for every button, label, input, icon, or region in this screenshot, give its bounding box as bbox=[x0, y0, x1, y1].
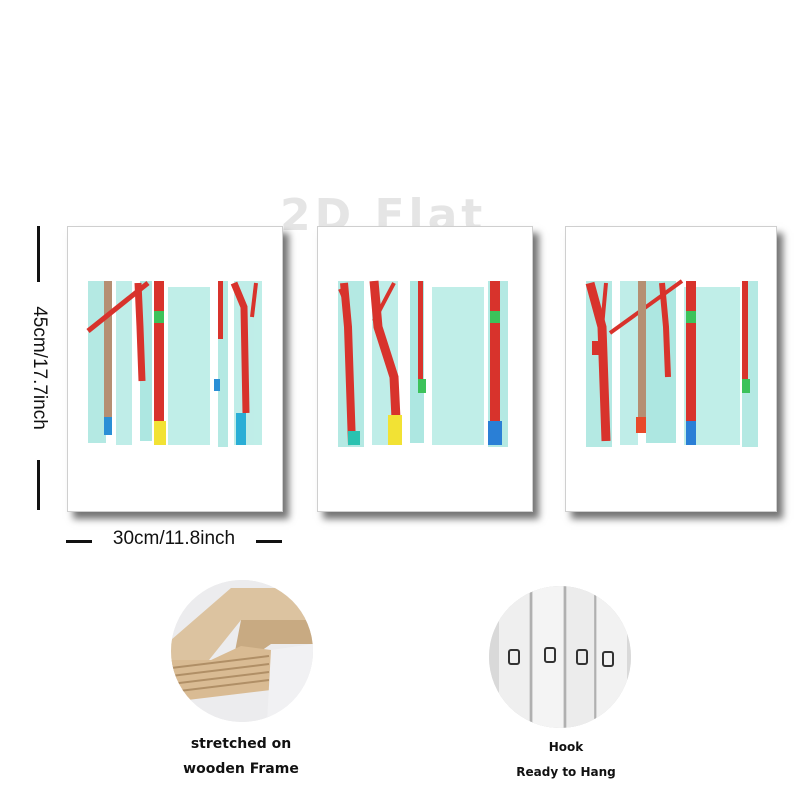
width-dimension-label: 30cm/11.8inch bbox=[112, 528, 236, 549]
width-dimension-line-right bbox=[256, 540, 282, 543]
width-dimension-line-left bbox=[66, 540, 92, 543]
watercolor-artwork-left bbox=[86, 281, 262, 447]
hook-caption-line-1: Hook bbox=[548, 740, 584, 754]
height-dimension-line-bottom bbox=[37, 460, 40, 510]
hook-caption-line-2: Ready to Hang bbox=[516, 765, 616, 779]
wooden-frame-photo bbox=[171, 580, 313, 722]
hook-caption: Hook Ready to Hang bbox=[516, 735, 616, 785]
wooden-frame-caption-line-1: stretched on bbox=[190, 736, 292, 752]
canvas-panel-center bbox=[317, 226, 533, 512]
hook-photo bbox=[489, 586, 631, 728]
canvas-panel-left bbox=[67, 226, 283, 512]
watercolor-artwork-right bbox=[585, 279, 758, 447]
canvas-panel-right bbox=[565, 226, 777, 512]
watercolor-artwork-center bbox=[338, 280, 508, 447]
height-dimension: 45cm/17.7inch bbox=[22, 226, 54, 510]
width-dimension: 30cm/11.8inch bbox=[66, 528, 282, 554]
wooden-frame-caption: stretched on wooden Frame bbox=[183, 732, 299, 782]
height-dimension-label: 45cm/17.7inch bbox=[29, 306, 50, 430]
wooden-frame-caption-line-2: wooden Frame bbox=[183, 761, 299, 777]
height-dimension-line-top bbox=[37, 226, 40, 282]
